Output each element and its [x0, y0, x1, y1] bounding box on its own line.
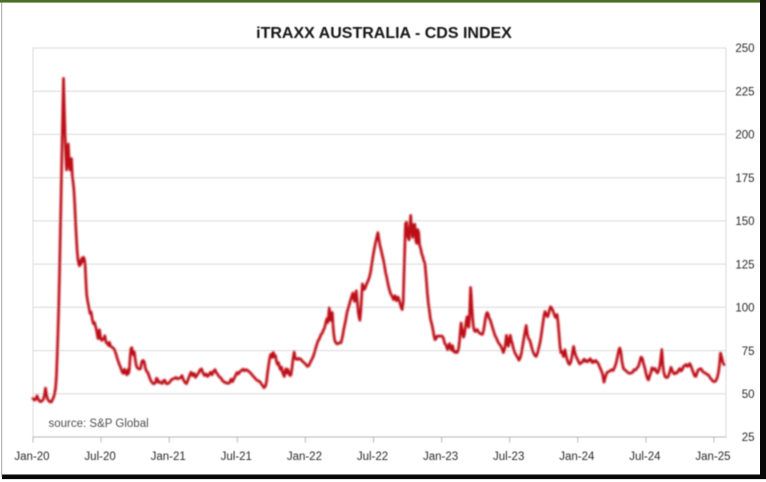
svg-text:Jan-21: Jan-21 [151, 451, 186, 463]
svg-text:Jul-21: Jul-21 [221, 451, 252, 463]
svg-text:Jan-22: Jan-22 [287, 451, 322, 463]
svg-text:175: 175 [735, 173, 754, 185]
svg-text:150: 150 [735, 216, 754, 228]
svg-text:200: 200 [735, 130, 754, 142]
svg-text:125: 125 [735, 259, 754, 271]
svg-text:75: 75 [742, 346, 755, 358]
svg-text:225: 225 [735, 86, 754, 98]
svg-text:Jan-25: Jan-25 [695, 451, 730, 463]
svg-text:Jul-22: Jul-22 [357, 451, 388, 463]
svg-text:source: S&P Global: source: S&P Global [49, 418, 149, 430]
svg-text:Jul-23: Jul-23 [493, 451, 524, 463]
svg-text:25: 25 [742, 432, 755, 444]
svg-text:Jul-24: Jul-24 [629, 451, 661, 463]
svg-text:Jan-24: Jan-24 [559, 451, 595, 463]
svg-text:100: 100 [735, 303, 754, 315]
svg-text:250: 250 [735, 43, 754, 55]
svg-text:Jul-20: Jul-20 [84, 451, 115, 463]
svg-text:50: 50 [742, 389, 755, 401]
svg-text:Jan-23: Jan-23 [423, 451, 458, 463]
svg-text:iTRAXX AUSTRALIA - CDS INDEX: iTRAXX AUSTRALIA - CDS INDEX [256, 25, 512, 42]
svg-text:Jan-20: Jan-20 [14, 451, 49, 463]
